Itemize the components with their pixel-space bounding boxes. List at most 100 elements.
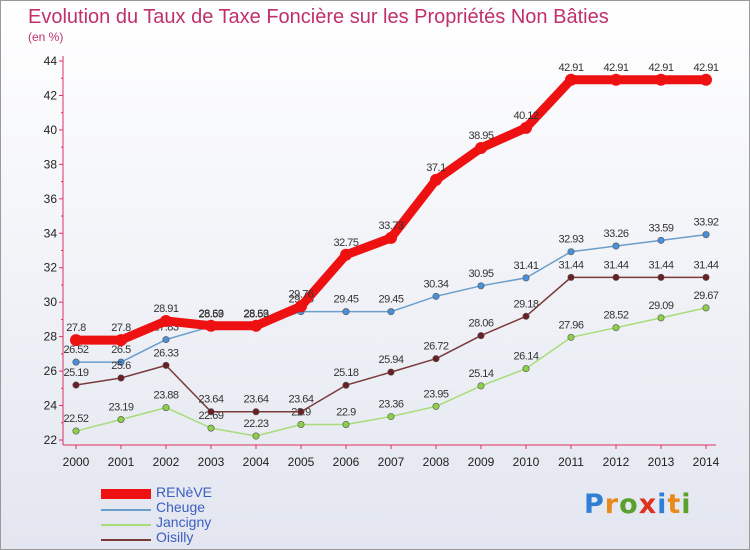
- y-tick-label: 22: [44, 433, 58, 447]
- data-point: [160, 314, 172, 327]
- data-label: 27.96: [558, 319, 583, 331]
- data-point: [342, 420, 350, 428]
- data-label: 29.18: [513, 298, 538, 310]
- logo-letter: i: [681, 489, 692, 520]
- data-label: 42.91: [648, 62, 673, 74]
- x-tick-label: 2006: [333, 455, 360, 469]
- data-label: 33.73: [378, 220, 403, 232]
- legend-label: Cheuge: [156, 499, 206, 515]
- data-label: 31.44: [693, 259, 718, 271]
- x-tick-label: 2001: [108, 455, 135, 469]
- legend-label: Oisilly: [156, 529, 194, 545]
- x-tick-label: 2000: [63, 455, 90, 469]
- y-tick-label: 28: [44, 330, 58, 344]
- data-point: [475, 141, 487, 154]
- data-point: [340, 248, 352, 261]
- data-point: [385, 231, 397, 244]
- x-tick-label: 2007: [378, 455, 405, 469]
- data-point: [387, 308, 395, 316]
- data-label: 38.95: [468, 130, 493, 142]
- data-point: [117, 374, 125, 382]
- y-tick-label: 40: [44, 123, 58, 137]
- x-tick-label: 2011: [558, 455, 584, 469]
- data-point: [700, 73, 712, 86]
- y-tick-label: 26: [44, 364, 58, 378]
- data-point: [117, 415, 125, 423]
- data-label: 31.41: [513, 260, 538, 272]
- legend-swatch: [101, 539, 151, 541]
- x-tick-label: 2009: [468, 455, 495, 469]
- y-axis-unit-label: (en %): [28, 30, 64, 44]
- data-point: [72, 358, 80, 366]
- data-point: [252, 408, 260, 416]
- data-point: [72, 427, 80, 435]
- y-tick-label: 24: [44, 399, 58, 413]
- data-point: [387, 413, 395, 421]
- data-point: [567, 248, 575, 256]
- data-label: 42.91: [693, 62, 718, 74]
- data-point: [432, 355, 440, 363]
- data-point: [432, 402, 440, 410]
- data-label: 31.44: [558, 259, 583, 271]
- logo-letter: r: [604, 489, 620, 520]
- data-label: 29.45: [378, 294, 403, 306]
- data-point: [477, 282, 485, 290]
- data-point: [70, 334, 82, 347]
- data-label: 37.1: [426, 162, 446, 174]
- data-point: [115, 334, 127, 347]
- data-label: 28.63: [198, 308, 223, 320]
- data-label: 33.26: [603, 228, 628, 240]
- logo-letter: i: [657, 489, 668, 520]
- data-label: 23.64: [198, 394, 223, 406]
- data-label: 22.23: [243, 418, 268, 430]
- data-label: 29.45: [333, 294, 358, 306]
- x-tick-label: 2002: [153, 455, 180, 469]
- x-tick-label: 2008: [423, 455, 450, 469]
- x-tick-label: 2005: [288, 455, 315, 469]
- x-tick-label: 2004: [243, 455, 270, 469]
- y-tick-label: 34: [44, 226, 58, 240]
- data-label: 23.64: [288, 394, 313, 406]
- data-point: [522, 312, 530, 320]
- data-point: [612, 242, 620, 250]
- data-label: 23.95: [423, 388, 448, 400]
- y-tick-label: 32: [44, 261, 58, 275]
- data-label: 26.14: [513, 351, 538, 363]
- data-point: [567, 273, 575, 281]
- data-label: 22.9: [336, 406, 356, 418]
- data-label: 25.6: [111, 360, 131, 372]
- data-label: 27.8: [111, 322, 131, 334]
- data-label: 28.52: [603, 310, 628, 322]
- data-label: 28.59: [243, 308, 268, 320]
- logo-letter: x: [638, 489, 658, 520]
- legend-label: Jancigny: [156, 514, 212, 530]
- data-label: 42.91: [558, 62, 583, 74]
- data-label: 28.91: [153, 303, 178, 315]
- data-point: [565, 73, 577, 86]
- data-point: [567, 333, 575, 341]
- data-point: [610, 73, 622, 86]
- legend-label: RENèVE: [156, 484, 213, 500]
- data-point: [520, 121, 532, 134]
- data-point: [295, 300, 307, 313]
- x-tick-label: 2010: [513, 455, 540, 469]
- proxiti-logo: Proxiti: [584, 489, 692, 520]
- data-label: 31.44: [603, 259, 628, 271]
- data-point: [432, 292, 440, 300]
- data-point: [430, 173, 442, 186]
- x-tick-label: 2013: [648, 455, 675, 469]
- data-label: 30.34: [423, 278, 448, 290]
- data-label: 30.95: [468, 268, 493, 280]
- data-label: 25.18: [333, 367, 358, 379]
- logo-letter: t: [667, 489, 682, 520]
- data-point: [477, 332, 485, 340]
- data-label: 33.92: [693, 217, 718, 229]
- data-point: [387, 368, 395, 376]
- data-label: 32.75: [333, 237, 358, 249]
- data-label: 22.69: [198, 410, 223, 422]
- data-label: 23.64: [243, 394, 268, 406]
- x-tick-label: 2014: [693, 455, 720, 469]
- data-point: [657, 314, 665, 322]
